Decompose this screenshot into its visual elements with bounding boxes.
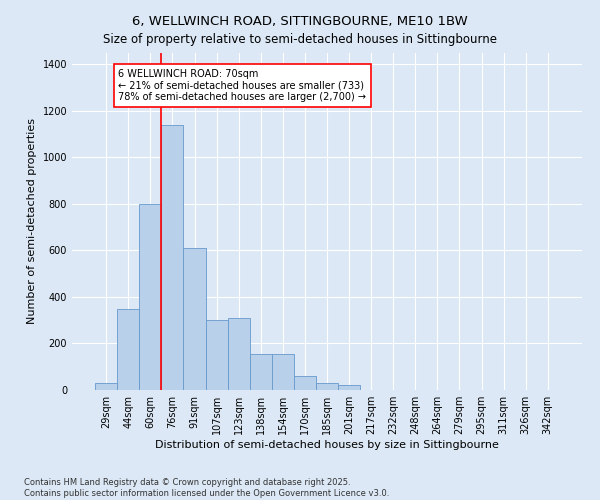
Text: Size of property relative to semi-detached houses in Sittingbourne: Size of property relative to semi-detach… (103, 32, 497, 46)
Text: 6 WELLWINCH ROAD: 70sqm
← 21% of semi-detached houses are smaller (733)
78% of s: 6 WELLWINCH ROAD: 70sqm ← 21% of semi-de… (118, 69, 367, 102)
Text: 6, WELLWINCH ROAD, SITTINGBOURNE, ME10 1BW: 6, WELLWINCH ROAD, SITTINGBOURNE, ME10 1… (132, 15, 468, 28)
Bar (184, 248, 206, 390)
Bar (294, 376, 316, 390)
Bar (161, 124, 184, 390)
Bar (95, 383, 117, 390)
Text: Contains HM Land Registry data © Crown copyright and database right 2025.
Contai: Contains HM Land Registry data © Crown c… (24, 478, 389, 498)
Bar (206, 320, 227, 390)
Bar (227, 318, 250, 390)
Bar (139, 204, 161, 390)
X-axis label: Distribution of semi-detached houses by size in Sittingbourne: Distribution of semi-detached houses by … (155, 440, 499, 450)
Bar (250, 354, 272, 390)
Bar (316, 383, 338, 390)
Bar (338, 386, 360, 390)
Bar (272, 354, 294, 390)
Y-axis label: Number of semi-detached properties: Number of semi-detached properties (27, 118, 37, 324)
Bar (117, 308, 139, 390)
